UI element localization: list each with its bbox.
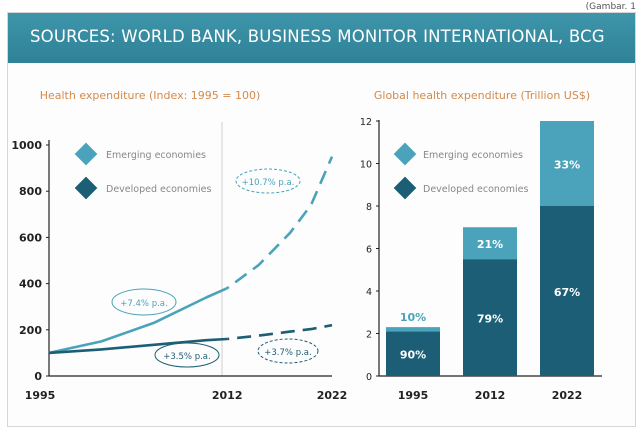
annotation-oval [154, 342, 220, 368]
bar-label-emerging: 10% [400, 311, 426, 324]
series-line-emerging [48, 287, 228, 355]
line-chart-y-tick: 200 [19, 324, 42, 337]
annotation-oval [111, 288, 177, 316]
annotation-oval [235, 168, 301, 194]
bar-developed-2012 [463, 259, 517, 376]
bar-emerging-1995 [386, 327, 440, 332]
figure-frame: SOURCES: WORLD BANK, BUSINESS MONITOR IN… [7, 12, 636, 427]
line-chart-x-tick: 2022 [317, 389, 348, 402]
legend-developed-label: Developed economies [423, 184, 528, 195]
bar-chart-x-tick: 2022 [552, 389, 583, 402]
series-projection-developed [227, 323, 333, 341]
line-chart-x-tick: 2012 [212, 389, 243, 402]
line-chart-y-tick: 400 [19, 278, 42, 291]
bar-chart-y-tick: 6 [366, 245, 372, 256]
bar-label-emerging: 33% [554, 159, 580, 172]
bar-chart-title: Global health expenditure (Trillion US$) [374, 89, 590, 102]
bar-label-developed: 67% [554, 286, 580, 299]
line-chart-y-tick: 0 [34, 370, 42, 383]
legend-emerging-swatch [393, 142, 417, 166]
bar-chart: Global health expenditure (Trillion US$)… [360, 89, 602, 402]
series-line-developed [48, 337, 228, 355]
sources-title: SOURCES: WORLD BANK, BUSINESS MONITOR IN… [30, 27, 605, 46]
bar-emerging-2022 [540, 121, 594, 206]
annotation-developed-hist: +3.5% p.a. [163, 352, 210, 362]
annotation-emerging-hist: +7.4% p.a. [120, 299, 167, 309]
bar-chart-y-tick: 2 [366, 330, 372, 341]
annotation-emerging-proj: +10.7% p.a. [242, 178, 295, 188]
line-chart-y-tick: 600 [19, 231, 42, 244]
bar-chart-y-tick: 12 [360, 117, 372, 128]
legend-emerging-label: Emerging economies [423, 150, 523, 161]
bar-label-emerging: 21% [477, 238, 503, 251]
bar-developed-2022 [540, 206, 594, 376]
line-chart: Health expenditure (Index: 1995 = 100) 0… [11, 89, 347, 402]
annotation-oval [257, 338, 319, 364]
bar-chart-y-tick: 0 [366, 372, 372, 383]
sources-banner: SOURCES: WORLD BANK, BUSINESS MONITOR IN… [8, 13, 635, 63]
legend-developed-label: Developed economies [106, 184, 211, 195]
line-chart-title: Health expenditure (Index: 1995 = 100) [40, 89, 261, 102]
bar-label-developed: 79% [477, 313, 503, 326]
line-chart-y-tick: 800 [19, 185, 42, 198]
bar-chart-y-tick: 10 [360, 160, 372, 171]
line-chart-y-tick: 1000 [11, 139, 42, 152]
legend-developed-swatch [74, 176, 98, 200]
bar-chart-x-tick: 2012 [475, 389, 506, 402]
bar-label-developed: 90% [400, 349, 426, 362]
annotation-developed-proj: +3.7% p.a. [264, 348, 311, 358]
bar-emerging-2012 [463, 227, 517, 260]
bar-developed-1995 [386, 331, 440, 376]
bar-chart-y-tick: 4 [366, 287, 372, 298]
series-projection-emerging [226, 156, 334, 290]
figure-caption: (Gambar. 1 [585, 2, 636, 12]
bar-chart-y-tick: 8 [366, 202, 372, 213]
line-chart-x-tick: 1995 [25, 389, 56, 402]
legend-emerging-swatch [74, 142, 98, 166]
bar-chart-x-tick: 1995 [398, 389, 429, 402]
legend-emerging-label: Emerging economies [106, 150, 206, 161]
legend-developed-swatch [393, 176, 417, 200]
